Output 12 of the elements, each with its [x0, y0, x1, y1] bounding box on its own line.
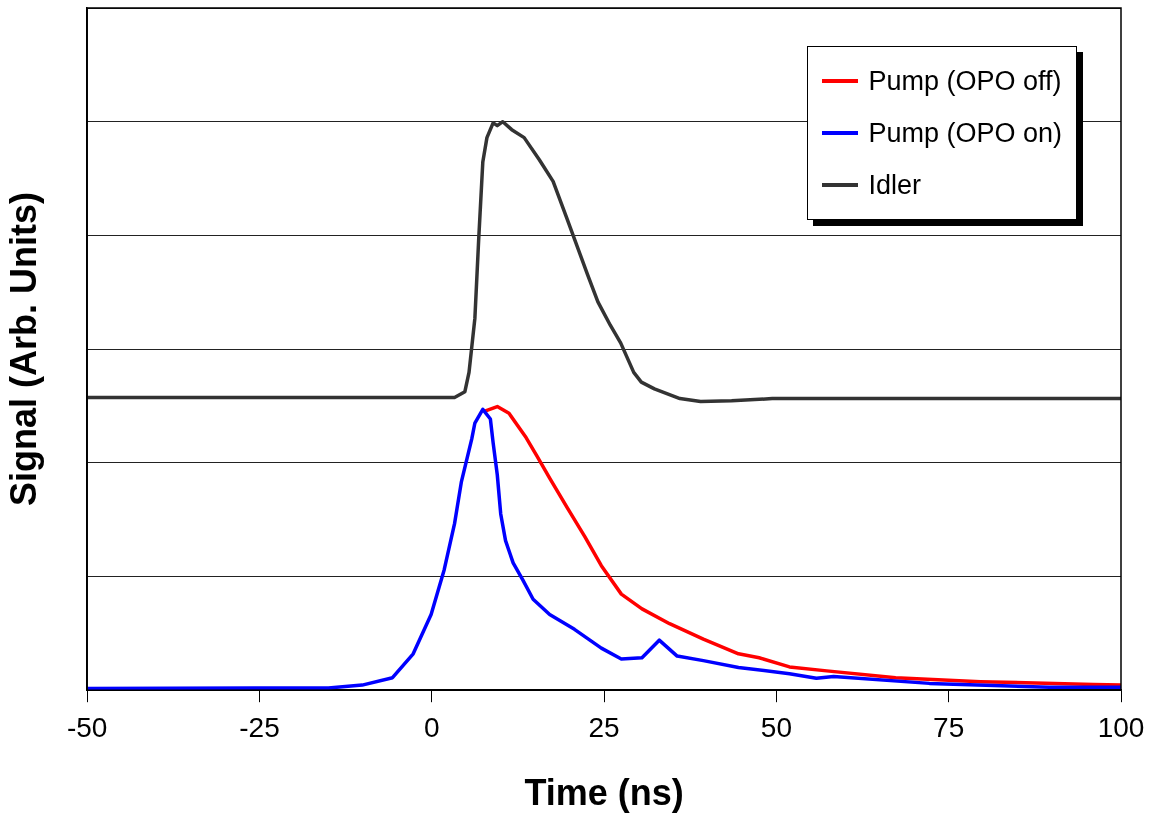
y-axis-title: Signal (Arb. Units): [2, 192, 44, 507]
x-tick-label: 100: [1097, 711, 1145, 743]
x-tick-label: 25: [588, 711, 620, 743]
legend-label: Pump (OPO on): [868, 117, 1062, 149]
x-axis-title: Time (ns): [524, 772, 684, 814]
x-tick-label: 50: [760, 711, 792, 743]
x-tick-label: 75: [933, 711, 965, 743]
legend-label: Idler: [868, 169, 921, 201]
x-tick-label: 0: [424, 711, 440, 743]
x-tick-label: -25: [239, 711, 280, 743]
legend-label: Pump (OPO off): [868, 65, 1062, 97]
x-tick-label: -50: [66, 711, 108, 743]
